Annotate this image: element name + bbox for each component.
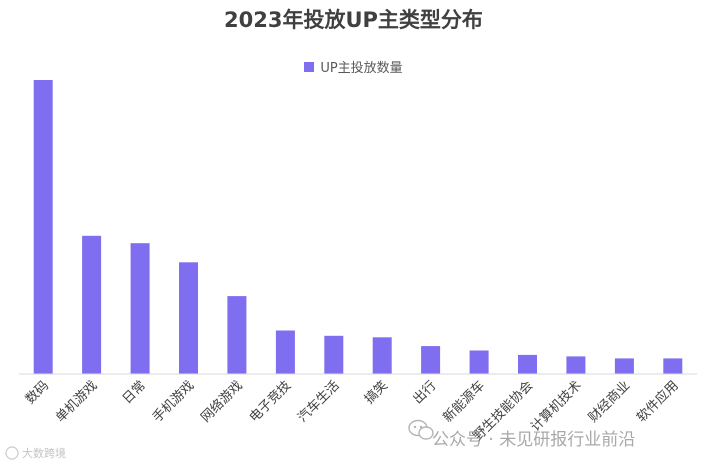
bars-group	[33, 80, 683, 375]
bar-6	[324, 335, 344, 374]
bar-1	[82, 235, 102, 374]
bar-0	[33, 80, 53, 374]
legend-label: UP主投放数量	[320, 61, 403, 76]
bar-4	[227, 296, 247, 374]
bar-8	[421, 346, 441, 374]
x-tick-label-3: 手机游戏	[150, 378, 197, 425]
wechat-icon	[408, 419, 434, 440]
bar-9	[469, 350, 489, 374]
x-tick-label-7: 搞笑	[361, 378, 391, 408]
bar-2	[130, 243, 150, 374]
x-tick-label-13: 软件应用	[634, 378, 682, 426]
x-tick-label-2: 日常	[120, 378, 149, 407]
bar-12	[614, 358, 634, 374]
legend: UP主投放数量	[0, 57, 707, 76]
x-tick-label-0: 数码	[23, 378, 52, 407]
legend-swatch	[304, 61, 315, 72]
corner-watermark-text: 大数跨境	[22, 446, 66, 460]
corner-logo-icon	[5, 446, 19, 460]
x-tick-label-6: 汽车生活	[295, 378, 343, 426]
corner-watermark: 大数跨境	[5, 446, 66, 460]
x-tick-label-8: 出行	[410, 378, 439, 407]
bar-7	[372, 337, 392, 375]
x-tick-label-1: 单机游戏	[53, 378, 100, 425]
x-tick-label-5: 电子竞技	[246, 378, 294, 426]
bar-13	[663, 358, 683, 374]
x-tick-label-4: 网络游戏	[198, 378, 246, 426]
bar-3	[179, 262, 198, 374]
watermark-text: 公众号 · 未见研报行业前沿	[432, 430, 635, 450]
x-tick-label-12: 财经商业	[586, 378, 633, 425]
bar-11	[566, 356, 586, 374]
x-tick-label-11: 计算机技术	[528, 378, 585, 435]
chart-title: 2023年投放UP主类型分布	[224, 8, 483, 32]
bar-5	[275, 330, 295, 374]
watermark: 公众号 · 未见研报行业前沿	[408, 419, 635, 450]
bar-10	[518, 354, 537, 374]
x-tick-label-9: 新能源车	[440, 378, 488, 426]
